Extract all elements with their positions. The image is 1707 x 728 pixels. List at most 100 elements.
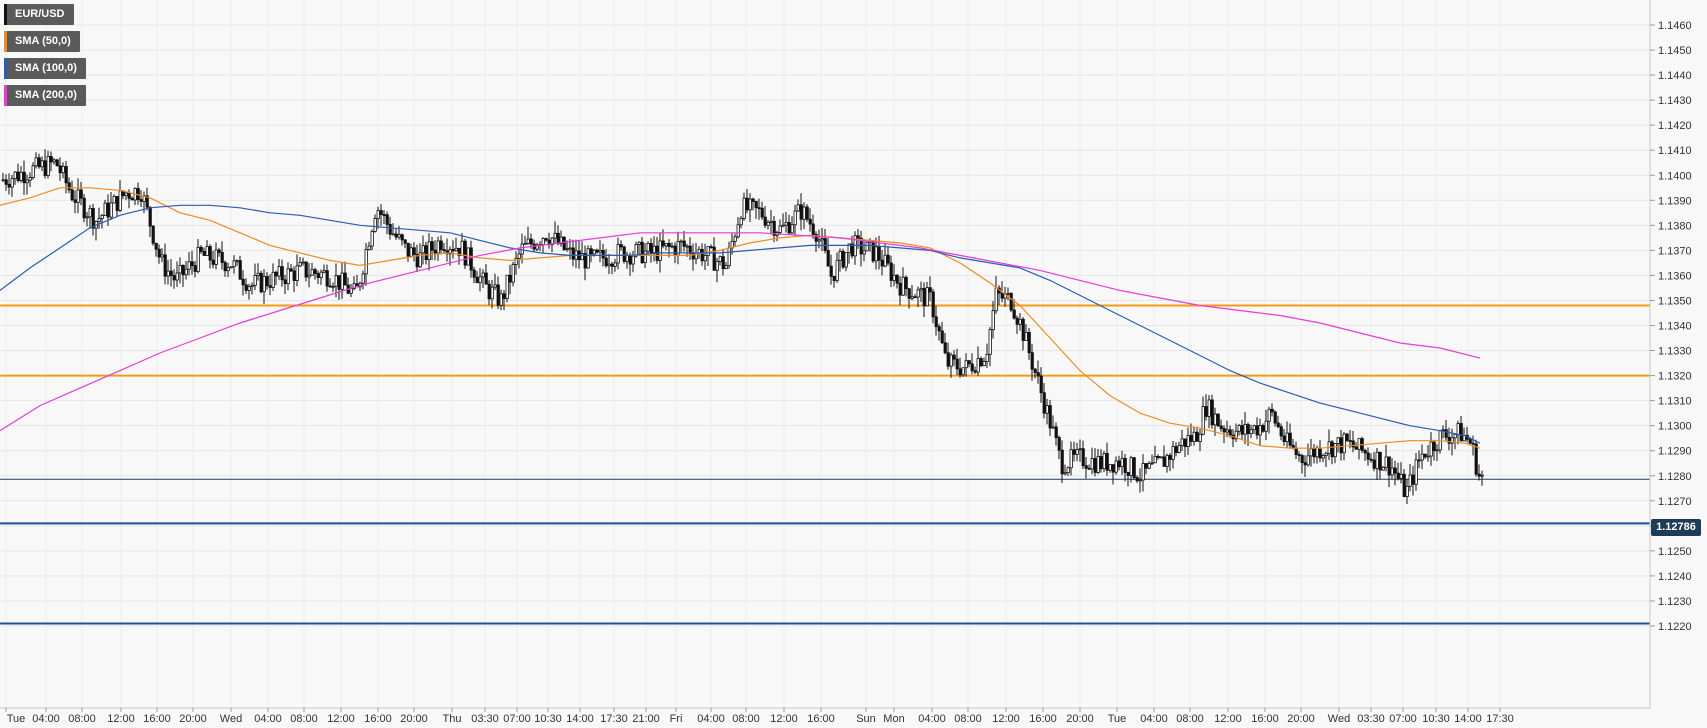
candle-bearish <box>415 254 419 268</box>
candle-bullish <box>1324 452 1328 456</box>
candle-bullish <box>31 165 35 178</box>
x-tick-label: 12:00 <box>327 713 355 725</box>
candle-bearish <box>1276 422 1280 428</box>
candle-bearish <box>58 165 62 174</box>
candle-bearish <box>811 223 815 235</box>
candle-bullish <box>364 249 368 275</box>
candle-bullish <box>226 267 230 272</box>
candle-bearish <box>760 207 764 218</box>
legend-item-sma-200[interactable]: SMA (200,0) <box>4 85 86 106</box>
candle-bullish <box>1264 420 1268 432</box>
candle-bullish <box>253 275 257 286</box>
candle-bearish <box>280 266 284 281</box>
candle-bullish <box>25 179 29 184</box>
legend: EUR/USD SMA (50,0) SMA (100,0) SMA (200,… <box>4 4 86 112</box>
x-tick-label: 12:00 <box>1214 713 1242 725</box>
candle-bullish <box>481 272 485 278</box>
candle-bullish <box>1258 425 1262 436</box>
candle-bearish <box>484 272 488 285</box>
candle-bullish <box>28 177 32 181</box>
legend-item-sma-100[interactable]: SMA (100,0) <box>4 58 86 79</box>
candle-bearish <box>787 222 791 234</box>
candle-bullish <box>1129 457 1133 476</box>
candle-bearish <box>712 246 716 271</box>
candle-bearish <box>1459 423 1463 442</box>
candle-bullish <box>892 274 896 281</box>
candle-bullish <box>1414 459 1418 485</box>
candle-bullish <box>256 272 260 276</box>
candle-bullish <box>901 276 905 296</box>
candle-bullish <box>1150 462 1154 465</box>
legend-item-sma-50[interactable]: SMA (50,0) <box>4 31 80 52</box>
x-tick-label: 16:00 <box>807 713 835 725</box>
candle-bearish <box>1240 425 1244 435</box>
candle-bearish <box>583 253 587 269</box>
candle-bullish <box>517 253 521 259</box>
candle-bearish <box>463 240 467 266</box>
candle-bearish <box>106 202 110 218</box>
candle-bearish <box>661 240 665 247</box>
candle-bullish <box>1399 473 1403 479</box>
candle-bearish <box>880 259 884 267</box>
candle-bearish <box>292 270 296 281</box>
candle-bearish <box>1291 444 1295 449</box>
candle-bullish <box>844 252 848 268</box>
candle-bullish <box>178 264 182 274</box>
legend-item-eurusd[interactable]: EUR/USD <box>4 4 74 25</box>
x-tick-label: Sun <box>856 713 876 725</box>
candle-bullish <box>277 266 281 277</box>
candle-bullish <box>1078 448 1082 451</box>
y-tick-label: 1.1430 <box>1658 95 1692 107</box>
candle-bearish <box>1297 454 1301 456</box>
candle-bearish <box>1396 472 1400 479</box>
candle-bearish <box>1039 375 1043 394</box>
candle-bearish <box>628 254 632 265</box>
candle-bullish <box>1384 456 1388 468</box>
x-tick-label: 17:30 <box>600 713 628 725</box>
candle-bullish <box>1309 448 1313 457</box>
candle-bullish <box>1252 425 1256 431</box>
candle-bullish <box>550 237 554 246</box>
candle-bearish <box>382 214 386 216</box>
candle-bullish <box>334 275 338 287</box>
x-tick-label: 14:00 <box>1454 713 1482 725</box>
candle-bearish <box>1111 464 1115 473</box>
candle-bearish <box>556 232 560 245</box>
candle-bullish <box>598 249 602 253</box>
candle-bullish <box>1102 453 1106 470</box>
candle-bearish <box>973 370 977 373</box>
candle-bullish <box>205 246 209 256</box>
candle-bullish <box>118 190 122 211</box>
candle-bearish <box>496 284 500 306</box>
candle-bullish <box>1075 449 1079 455</box>
candle-bearish <box>1255 425 1259 436</box>
candle-bearish <box>871 240 875 262</box>
candle-bearish <box>943 342 947 354</box>
candle-bullish <box>352 283 356 289</box>
candle-bearish <box>1432 441 1436 452</box>
candle-bearish <box>1393 467 1397 474</box>
candle-bullish <box>85 216 89 219</box>
candle-bearish <box>1060 449 1064 475</box>
candle-bullish <box>925 287 929 307</box>
candle-bullish <box>409 247 413 257</box>
candle-bullish <box>112 195 116 204</box>
current-price-tag: 1.12786 <box>1651 519 1701 536</box>
candle-bullish <box>964 360 968 369</box>
candle-bullish <box>652 245 656 254</box>
candle-bearish <box>4 179 8 185</box>
x-tick-label: 20:00 <box>179 713 207 725</box>
candle-bearish <box>181 264 185 276</box>
candle-bearish <box>823 238 827 251</box>
candle-bullish <box>499 293 503 306</box>
candle-bearish <box>442 249 446 252</box>
candle-bullish <box>196 246 200 272</box>
candle-bullish <box>1225 429 1229 433</box>
candle-bullish <box>637 241 641 245</box>
candle-bearish <box>667 242 671 247</box>
x-tick-label: Fri <box>670 713 683 725</box>
candle-bearish <box>544 238 548 241</box>
plot-background <box>0 0 1650 708</box>
